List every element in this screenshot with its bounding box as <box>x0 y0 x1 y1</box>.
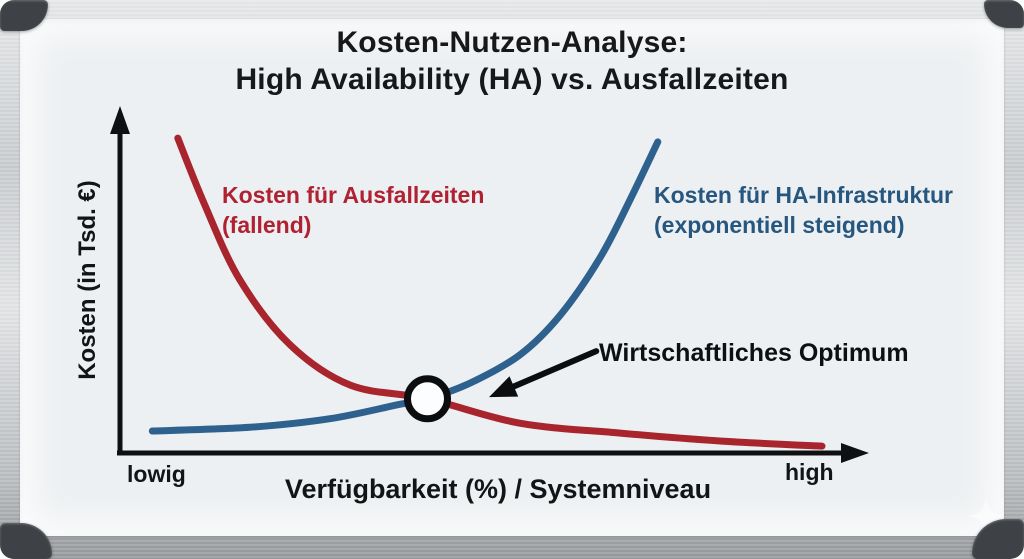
y-axis-title: Kosten (in Tsd. €) <box>74 180 101 380</box>
ha-cost-label-line2: (exponentiell steigend) <box>654 212 905 238</box>
chart-title-line1: Kosten-Nutzen-Analyse: <box>336 26 688 59</box>
ha-cost-label-line1: Kosten für HA-Infrastruktur <box>654 182 954 208</box>
downtime-cost-label-line1: Kosten für Ausfallzeiten <box>222 182 485 208</box>
downtime-cost-label-line2: (fallend) <box>222 212 312 238</box>
whiteboard-surface <box>20 19 1004 536</box>
chart-title-line2: High Availability (HA) vs. Ausfallzeiten <box>235 63 789 96</box>
chart-title: Kosten-Nutzen-Analyse: High Availability… <box>0 24 1024 98</box>
x-axis-arrowhead-icon <box>841 443 869 463</box>
x-axis-left-label: lowig <box>127 461 186 487</box>
ha-infrastructure-cost-curve <box>148 138 662 435</box>
sparkle-watermark-icon <box>968 496 1004 536</box>
optimum-arrowhead-icon <box>489 376 519 398</box>
x-axis-right-label: high <box>785 459 834 485</box>
y-axis-arrowhead-icon <box>110 106 130 134</box>
ha-cost-label: Kosten für HA-Infrastruktur (exponentiel… <box>654 180 953 240</box>
x-axis-title: Verfügbarkeit (%) / Systemniveau <box>284 474 712 504</box>
optimum-arrow-line <box>504 348 600 393</box>
optimum-marker <box>404 375 451 423</box>
downtime-cost-label: Kosten für Ausfallzeiten (fallend) <box>222 180 484 240</box>
optimum-annotation-label: Wirtschaftliches Optimum <box>599 339 909 367</box>
